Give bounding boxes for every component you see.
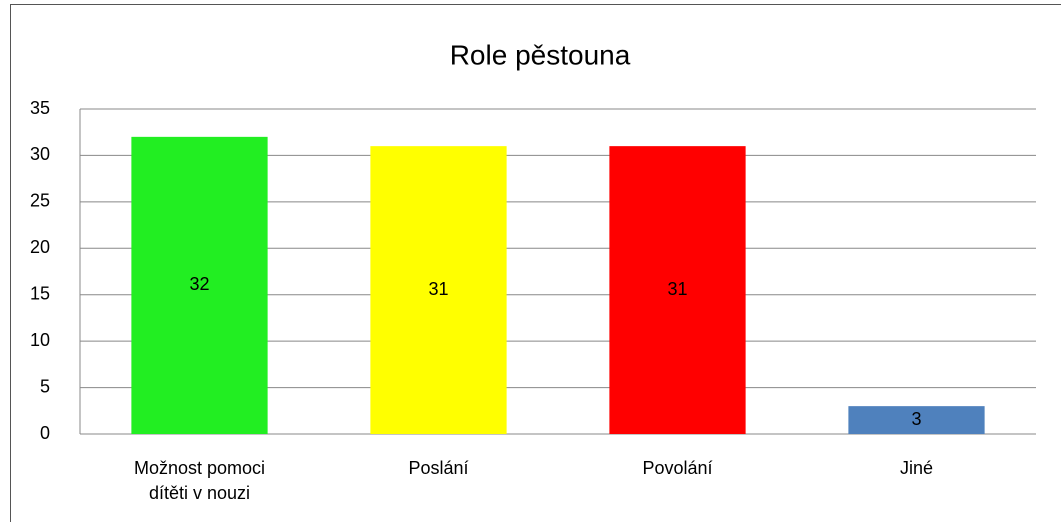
bar <box>131 136 268 434</box>
y-tick-label: 5 <box>40 376 50 396</box>
data-label: 3 <box>911 409 921 429</box>
y-tick-label: 10 <box>30 330 50 350</box>
y-tick-label: 25 <box>30 191 50 211</box>
data-label: 32 <box>189 274 209 294</box>
y-tick-label: 15 <box>30 283 50 303</box>
x-tick-label: Možnost pomoci dítěti v nouzi <box>133 458 266 503</box>
y-tick-label: 20 <box>30 237 50 257</box>
data-label: 31 <box>667 279 687 299</box>
bar <box>609 146 746 434</box>
x-tick-label: Jiné <box>899 458 934 478</box>
chart-title: Role pěstouna <box>450 39 631 70</box>
x-tick-label: Povolání <box>642 458 713 478</box>
y-tick-label: 30 <box>30 144 50 164</box>
x-tick-label: Poslání <box>408 458 469 478</box>
chart-border <box>10 4 1061 522</box>
data-label: 31 <box>428 279 448 299</box>
y-tick-label: 35 <box>30 98 50 118</box>
y-tick-label: 0 <box>40 423 50 443</box>
bar <box>370 146 507 434</box>
bar <box>848 406 985 434</box>
